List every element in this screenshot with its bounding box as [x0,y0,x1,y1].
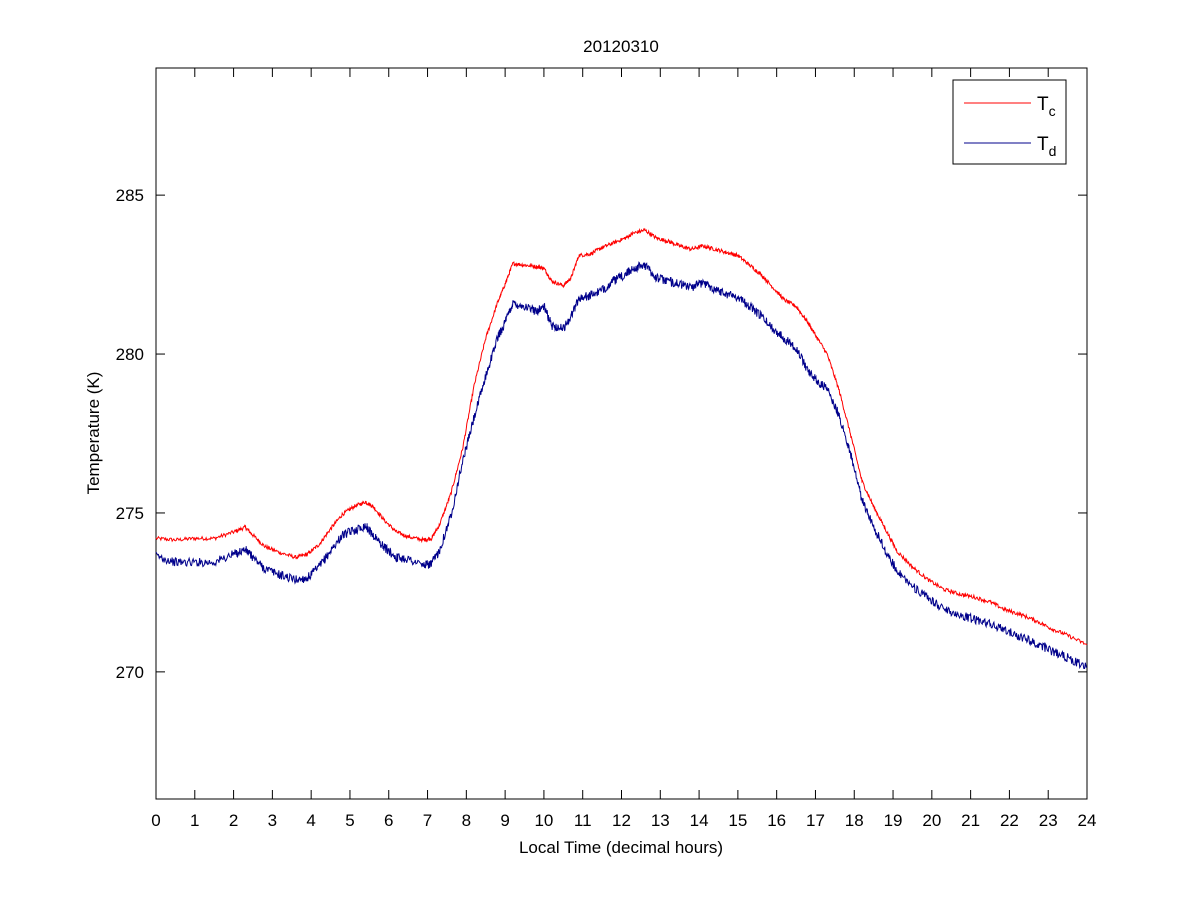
x-tick-label-5: 5 [345,811,354,830]
x-tick-label-23: 23 [1039,811,1058,830]
legend-label-td-base: T [1037,134,1049,155]
plot-area [155,67,1088,800]
x-tick-label-17: 17 [806,811,825,830]
y-tick-label-280: 280 [116,345,144,364]
x-tick-label-16: 16 [767,811,786,830]
y-tick-label-275: 275 [116,504,144,523]
series-layer [155,227,1088,670]
x-tick-label-18: 18 [845,811,864,830]
x-tick-label-12: 12 [612,811,631,830]
x-tick-label-8: 8 [462,811,471,830]
x-tick-label-7: 7 [423,811,432,830]
x-tick-label-9: 9 [500,811,509,830]
legend-label-td-sub: d [1049,143,1057,159]
legend-box [952,79,1067,165]
x-tick-label-1: 1 [190,811,199,830]
x-tick-label-11: 11 [574,811,592,830]
x-tick-label-10: 10 [534,811,553,830]
series-line-d [155,261,1088,670]
x-tick-label-15: 15 [728,811,747,830]
legend-label-tc: Tc [1037,94,1056,119]
legend: Tc Td [952,79,1067,165]
x-tick-label-21: 21 [961,811,980,830]
x-axis-label: Local Time (decimal hours) [519,838,723,857]
x-tick-label-24: 24 [1078,811,1097,830]
x-tick-label-13: 13 [651,811,670,830]
legend-label-tc-base: T [1037,94,1049,115]
x-tick-label-14: 14 [690,811,709,830]
chart-title: 20120310 [583,37,659,56]
legend-label-tc-sub: c [1049,103,1056,119]
legend-label-td: Td [1037,134,1056,159]
y-tick-label-285: 285 [116,186,144,205]
x-tick-label-20: 20 [922,811,941,830]
series-line-c [155,227,1088,646]
x-tick-label-4: 4 [306,811,315,830]
x-tick-label-3: 3 [268,811,277,830]
tick-layer: 0 1 2 3 4 5 6 7 8 9 10 11 12 13 14 15 16 17 18 19 20 21 22 23 24… [116,68,1097,830]
y-axis-label: Temperature (K) [84,372,103,495]
x-tick-label-2: 2 [229,811,238,830]
x-tick-label-0: 0 [151,811,160,830]
x-tick-label-22: 22 [1000,811,1019,830]
x-tick-label-19: 19 [884,811,903,830]
y-tick-label-270: 270 [116,663,144,682]
x-tick-label-6: 6 [384,811,393,830]
